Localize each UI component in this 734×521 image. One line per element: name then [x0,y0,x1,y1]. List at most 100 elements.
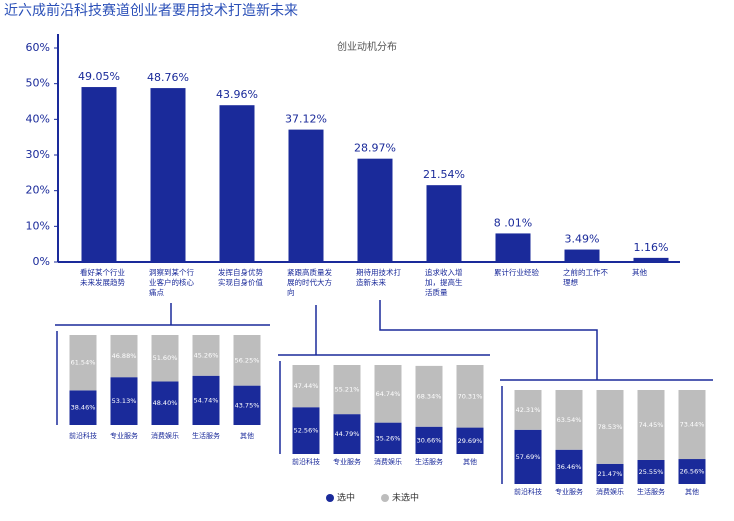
x-tick-label: 追求收入增加，提高生活质量 [425,268,463,297]
segment-label: 47.44% [294,382,319,390]
x-tick-label-box: 累计行业经验 [494,268,539,277]
x-tick-label: 消费娱乐 [596,487,624,496]
segment-label: 74.45% [639,421,664,429]
legend-swatch [326,494,334,502]
segment-label: 52.56% [294,427,319,435]
segment-label: 55.21% [335,386,360,394]
x-tick-label: 发挥自身优势实现自身价值 [218,268,263,287]
stacked-segment [596,463,624,484]
segment-label: 78.53% [598,423,623,431]
x-tick-label: 专业服务 [110,431,138,440]
connector [379,300,598,380]
stacked-segment [233,335,261,386]
value-label: 8 .01% [494,216,532,229]
stacked-segment [69,390,97,425]
segment-label: 63.54% [557,416,582,424]
segment-label: 46.88% [112,352,137,360]
segment-label: 48.40% [153,399,178,407]
bar [81,87,117,263]
stacked-segment [333,414,361,454]
stacked-segment [374,422,402,454]
x-tick-label: 生活服务 [192,431,220,440]
stacked-segment [292,365,320,408]
value-label: 28.97% [354,142,396,155]
segment-label: 25.55% [639,468,664,476]
bar [288,129,324,262]
segment-label: 45.26% [194,351,219,359]
x-tick-label-box: 看好某个行业未来发展趋势 [80,268,125,287]
x-tick-label: 期待用技术打造新未来 [356,268,401,287]
value-label: 3.49% [565,233,600,246]
x-tick-label: 专业服务 [555,487,583,496]
y-tick-label: 40% [26,112,50,125]
x-tick-label: 洞察到某个行业客户的核心痛点 [149,268,194,297]
y-tick-label: 60% [26,41,50,54]
x-tick-label: 前沿科技 [69,431,97,440]
stacked-segment [415,426,443,454]
stacked-segment [456,427,484,454]
legend-label: 选中 [337,492,355,504]
legend-label: 未选中 [392,492,419,504]
x-tick-label: 消费娱乐 [374,457,402,466]
value-label: 48.76% [147,71,189,84]
stacked-segment [69,335,97,391]
connectors [55,300,713,381]
x-tick-label-box: 发挥自身优势实现自身价值 [218,268,263,287]
stacked-segment [374,365,402,423]
segment-label: 61.54% [71,359,96,367]
x-tick-label: 其他 [632,268,647,277]
y-tick-label: 10% [26,219,50,232]
bar [564,249,600,262]
x-tick-label-box: 期待用技术打造新未来 [356,268,401,287]
stacked-segment [110,377,138,425]
x-tick-label: 其他 [463,457,477,466]
bar [633,257,669,262]
x-tick-label: 看好某个行业未来发展趋势 [80,268,125,287]
segment-label: 26.56% [680,468,705,476]
value-label: 37.12% [285,113,327,126]
value-label: 21.54% [423,168,465,181]
bar [495,233,531,262]
stacked-segment [110,334,138,378]
x-tick-label: 生活服务 [637,487,665,496]
segment-label: 35.26% [376,434,401,442]
value-label: 43.96% [216,88,258,101]
x-tick-label: 其他 [685,487,699,496]
x-tick-label: 紧跟高质量发展的时代大方向 [287,268,332,297]
stacked-segment [415,365,443,427]
x-tick-label-box: 其他 [632,268,647,277]
stacked-segment [151,335,179,382]
stacked-segment [192,335,220,376]
segment-label: 44.79% [335,430,360,438]
stacked-segment [151,381,179,425]
bar [426,185,462,262]
segment-label: 68.34% [417,392,442,400]
bar [219,105,255,262]
stacked-segment [637,390,665,460]
segment-label: 64.74% [376,390,401,398]
x-tick-label-box: 洞察到某个行业客户的核心痛点 [149,268,194,297]
stacked-segment [192,375,220,425]
page-title: 近六成前沿科技赛道创业者要用技术打造新未来 [4,2,298,19]
y-tick-label: 30% [26,148,50,161]
segment-label: 38.46% [71,404,96,412]
stacked-segment [637,459,665,484]
segment-label: 43.75% [235,401,260,409]
segment-label: 70.31% [458,392,483,400]
stacked-segment [233,385,261,425]
stacked-segment [456,365,484,428]
x-tick-label: 累计行业经验 [494,268,539,277]
stacked-segment [555,390,583,450]
x-tick-label-box: 追求收入增加，提高生活质量 [425,268,463,297]
legend-swatch [381,494,389,502]
x-tick-label-box: 紧跟高质量发展的时代大方向 [287,268,332,297]
segment-label: 29.69% [458,437,483,445]
segment-label: 57.69% [516,453,541,461]
x-tick-label: 之前的工作不理想 [563,268,608,287]
stacked-segment [333,365,361,415]
stacked-segment [514,429,542,484]
bar [150,88,186,263]
stacked-segment [555,449,583,484]
x-tick-label: 专业服务 [333,457,361,466]
